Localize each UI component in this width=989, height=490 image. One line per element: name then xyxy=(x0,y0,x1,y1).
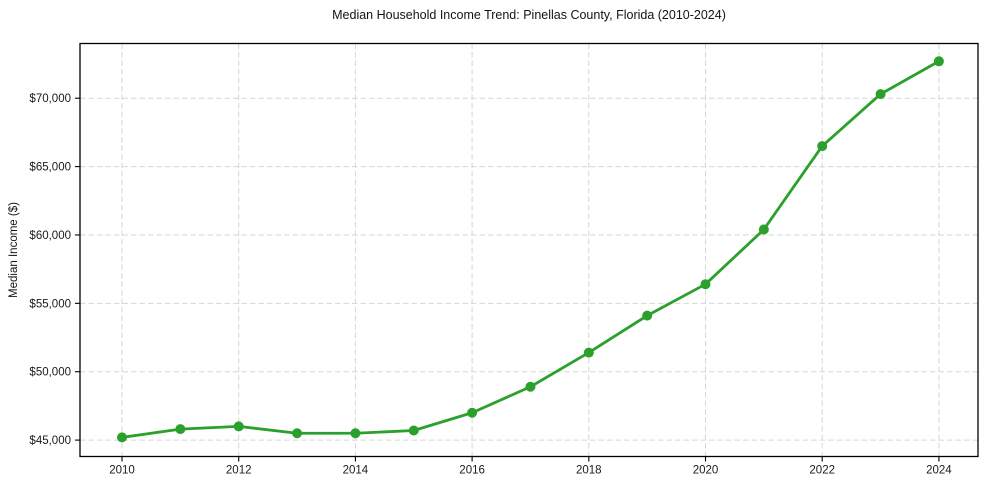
data-point xyxy=(933,56,944,67)
data-point xyxy=(525,381,536,392)
data-point-markers xyxy=(117,56,944,443)
data-point xyxy=(350,428,361,439)
y-tick-label: $70,000 xyxy=(29,93,71,105)
x-tick-label: 2016 xyxy=(459,465,485,477)
x-tick-label: 2022 xyxy=(809,465,835,477)
tick-labels: 2010 2012 2014 2016 2018 2020 2022 2024 $45,000 $… xyxy=(29,93,952,476)
data-point xyxy=(758,224,769,235)
plot-border xyxy=(79,42,979,458)
x-tick-label: 2010 xyxy=(109,465,135,477)
x-tick-label: 2014 xyxy=(343,465,369,477)
trend-line xyxy=(120,59,941,439)
x-tick-label: 2024 xyxy=(926,465,952,477)
x-tick-label: 2020 xyxy=(693,465,719,477)
axis-ticks xyxy=(75,97,940,462)
data-point xyxy=(117,432,128,443)
data-point xyxy=(817,141,828,152)
data-point xyxy=(583,347,594,358)
data-point xyxy=(875,89,886,100)
data-point xyxy=(642,310,653,321)
y-tick-label: $65,000 xyxy=(29,162,71,174)
data-point xyxy=(175,424,186,435)
data-point xyxy=(292,428,303,439)
x-tick-label: 2012 xyxy=(226,465,252,477)
data-point xyxy=(233,421,244,432)
data-point xyxy=(700,279,711,290)
gridlines xyxy=(80,43,978,457)
x-tick-label: 2018 xyxy=(576,465,602,477)
y-tick-label: $60,000 xyxy=(29,230,71,242)
y-tick-label: $50,000 xyxy=(29,367,71,379)
data-point xyxy=(408,425,419,436)
chart-title: Median Household Income Trend: Pinellas … xyxy=(332,8,726,22)
y-tick-label: $45,000 xyxy=(29,435,71,447)
data-point xyxy=(467,407,478,418)
y-tick-label: $55,000 xyxy=(29,298,71,310)
